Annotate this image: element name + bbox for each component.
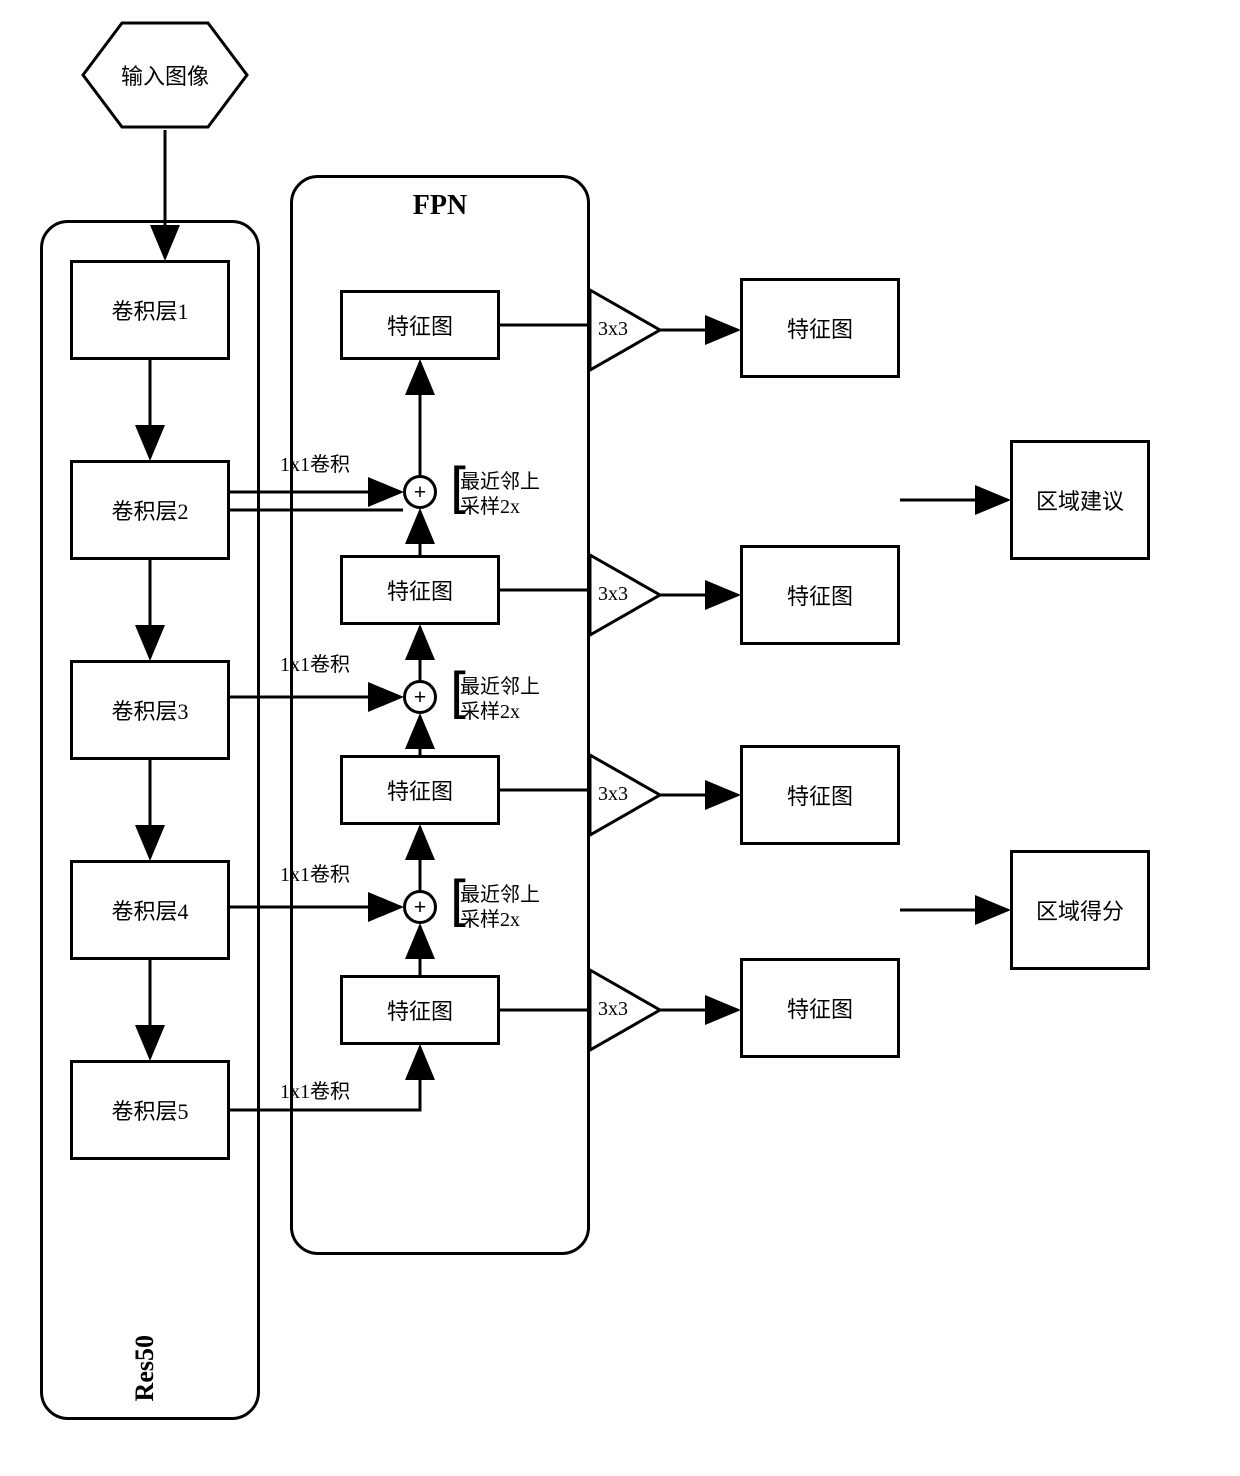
region-proposal-box: 区域建议 [1010, 440, 1150, 560]
add-node-1: + [403, 475, 437, 509]
fpn-panel-label: FPN [290, 190, 590, 222]
input-hexagon: 输入图像 [80, 20, 250, 130]
conv-layer-2: 卷积层2 [70, 460, 230, 560]
upsample-label-1b: 采样2x [460, 490, 520, 519]
fpn-feature-map-3: 特征图 [340, 755, 500, 825]
region-score-box: 区域得分 [1010, 850, 1150, 970]
input-label: 输入图像 [80, 59, 250, 91]
conv-layer-5: 卷积层5 [70, 1060, 230, 1160]
res50-panel-label: Res50 [130, 1335, 160, 1401]
out-feature-map-2: 特征图 [740, 545, 900, 645]
conv-layer-4: 卷积层4 [70, 860, 230, 960]
conv1x1-label-1: 1x1卷积 [280, 448, 350, 477]
out-feature-map-1: 特征图 [740, 278, 900, 378]
conv1x1-label-2: 1x1卷积 [280, 648, 350, 677]
conv3x3-label-2: 3x3 [598, 583, 628, 606]
conv1x1-label-4: 1x1卷积 [280, 1075, 350, 1104]
diagram-canvas: 输入图像 Res50 FPN 卷积层1 卷积层2 卷积层3 卷积层4 卷积层5 … [0, 0, 1240, 1476]
conv3x3-label-1: 3x3 [598, 318, 628, 341]
conv1x1-label-3: 1x1卷积 [280, 858, 350, 887]
upsample-label-2b: 采样2x [460, 695, 520, 724]
conv-layer-3: 卷积层3 [70, 660, 230, 760]
fpn-feature-map-2: 特征图 [340, 555, 500, 625]
add-node-2: + [403, 680, 437, 714]
res50-panel [40, 220, 260, 1420]
out-feature-map-4: 特征图 [740, 958, 900, 1058]
fpn-feature-map-1: 特征图 [340, 290, 500, 360]
conv-layer-1: 卷积层1 [70, 260, 230, 360]
add-node-3: + [403, 890, 437, 924]
fpn-feature-map-4: 特征图 [340, 975, 500, 1045]
out-feature-map-3: 特征图 [740, 745, 900, 845]
conv3x3-label-4: 3x3 [598, 998, 628, 1021]
upsample-label-3b: 采样2x [460, 903, 520, 932]
conv3x3-label-3: 3x3 [598, 783, 628, 806]
